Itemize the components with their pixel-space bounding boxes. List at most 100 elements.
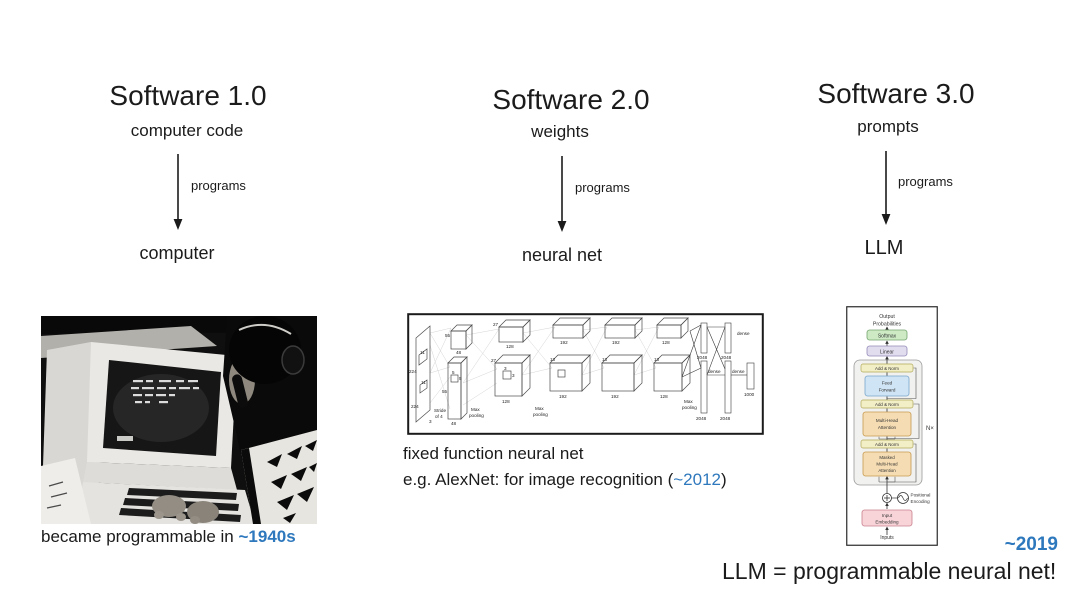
add-norm-box	[860, 399, 914, 409]
svg-text:pooling: pooling	[533, 412, 548, 417]
svg-text:5: 5	[459, 376, 462, 381]
svg-text:48: 48	[451, 421, 457, 426]
svg-text:48: 48	[456, 350, 462, 355]
software2-input-label: weights	[531, 122, 589, 141]
software2-title: Software 2.0	[492, 84, 650, 115]
svg-text:55: 55	[442, 389, 448, 394]
svg-text:of 4: of 4	[435, 414, 443, 419]
svg-text:Encoding: Encoding	[911, 499, 931, 504]
svg-text:Masked: Masked	[879, 455, 895, 460]
svg-text:pooling: pooling	[469, 413, 484, 418]
software3-year: ~2019	[1004, 534, 1058, 555]
input-embedding-box	[861, 509, 913, 527]
output-probabilities-label: Output	[879, 314, 895, 320]
add-norm-box	[860, 363, 914, 373]
linear-box	[866, 345, 908, 357]
software1-input-label: computer code	[130, 121, 244, 140]
add-norm-box	[860, 439, 914, 449]
alexnet-dense-layers	[681, 322, 755, 414]
svg-text:Multi-Head: Multi-Head	[876, 418, 899, 423]
n-times-label: N×	[926, 426, 934, 432]
software3-title: Software 3.0	[817, 78, 975, 109]
svg-text:Input: Input	[882, 513, 893, 518]
svg-text:Probabilities: Probabilities	[873, 322, 902, 328]
spine-arrowheads	[885, 326, 889, 530]
svg-text:27: 27	[491, 358, 497, 363]
svg-text:Max: Max	[535, 406, 544, 411]
svg-text:13: 13	[602, 357, 608, 362]
software2-caption-year: ~2012	[673, 470, 721, 489]
software2-caption: fixed function neural net e.g. AlexNet: …	[403, 441, 727, 493]
svg-text:128: 128	[502, 399, 510, 404]
svg-text:Add & Norm: Add & Norm	[875, 402, 899, 407]
software3-tagline: LLM = programmable neural net!	[722, 558, 1057, 584]
svg-text:1000: 1000	[744, 392, 755, 397]
svg-text:Max: Max	[471, 407, 480, 412]
svg-text:11: 11	[421, 380, 426, 385]
software1-title: Software 1.0	[109, 80, 267, 111]
inputs-label: Inputs	[880, 535, 894, 541]
software2-output-label: neural net	[521, 245, 603, 265]
svg-text:5: 5	[452, 370, 455, 375]
phone-handset	[232, 374, 248, 408]
svg-text:128: 128	[660, 394, 668, 399]
software2-caption-line1: fixed function neural net	[403, 444, 584, 463]
screen-text	[131, 380, 199, 404]
software2-caption-line2-suffix: )	[721, 470, 727, 489]
svg-text:224: 224	[409, 369, 417, 374]
svg-text:192: 192	[611, 394, 619, 399]
software1-output-label: computer	[139, 243, 215, 263]
software3-output-label: LLM	[864, 237, 904, 259]
software1-caption-year: ~1940s	[238, 527, 296, 546]
software1-arrow-label: programs	[191, 178, 246, 193]
svg-text:Max: Max	[684, 399, 693, 404]
svg-text:Add & Norm: Add & Norm	[875, 442, 899, 447]
feed-forward-box	[864, 375, 910, 397]
arrow-down-icon	[557, 156, 567, 232]
svg-text:3: 3	[429, 419, 432, 424]
alexnet-connections	[429, 326, 660, 410]
software3-arrow-label: programs	[898, 174, 953, 189]
svg-text:2048: 2048	[696, 416, 707, 421]
svg-text:Embedding: Embedding	[875, 520, 899, 525]
svg-text:128: 128	[506, 344, 514, 349]
svg-text:2048: 2048	[721, 355, 732, 360]
svg-text:Feed: Feed	[882, 381, 893, 386]
svg-text:3: 3	[512, 373, 515, 378]
svg-text:2048: 2048	[720, 416, 731, 421]
alexnet-labels: 224 224 11 11 3 Stride of 4 55 48 55 5 5…	[409, 322, 755, 426]
softmax-box	[866, 329, 908, 341]
svg-text:Positional: Positional	[911, 493, 931, 498]
vintage-terminal-photo	[41, 316, 317, 524]
svg-text:pooling: pooling	[682, 405, 697, 410]
patterned-sleeve	[241, 430, 317, 524]
masked-multi-head-attention-box	[862, 451, 912, 477]
arrow-down-icon	[881, 151, 891, 225]
software1-caption-text: became programmable in	[41, 527, 239, 546]
software1-caption: became programmable in ~1940s	[41, 527, 296, 547]
svg-text:Forward: Forward	[879, 388, 896, 393]
svg-text:Add & Norm: Add & Norm	[875, 366, 899, 371]
svg-text:55: 55	[445, 333, 451, 338]
svg-text:224: 224	[411, 404, 419, 409]
svg-text:Multi-Head: Multi-Head	[876, 462, 898, 467]
svg-text:13: 13	[654, 357, 660, 362]
residual-connections	[878, 367, 920, 483]
software2-caption-line2: e.g. AlexNet: for image recognition (~20…	[403, 467, 727, 493]
svg-text:Attention: Attention	[878, 425, 897, 430]
svg-text:3: 3	[504, 366, 507, 371]
multi-head-attention-box	[862, 411, 912, 437]
svg-text:13: 13	[550, 357, 556, 362]
arrow-down-icon	[173, 154, 183, 230]
operator	[152, 316, 317, 524]
svg-text:dense: dense	[708, 369, 721, 374]
svg-text:11: 11	[420, 350, 425, 355]
svg-text:dense: dense	[732, 369, 745, 374]
positional-encoding: Positional Encoding	[882, 492, 931, 504]
software3-input-label: prompts	[857, 117, 919, 136]
alexnet-conv-layers	[415, 317, 691, 423]
software2-caption-line2-text: e.g. AlexNet: for image recognition (	[403, 470, 674, 489]
svg-text:192: 192	[612, 340, 620, 345]
svg-text:Attention: Attention	[878, 468, 896, 473]
